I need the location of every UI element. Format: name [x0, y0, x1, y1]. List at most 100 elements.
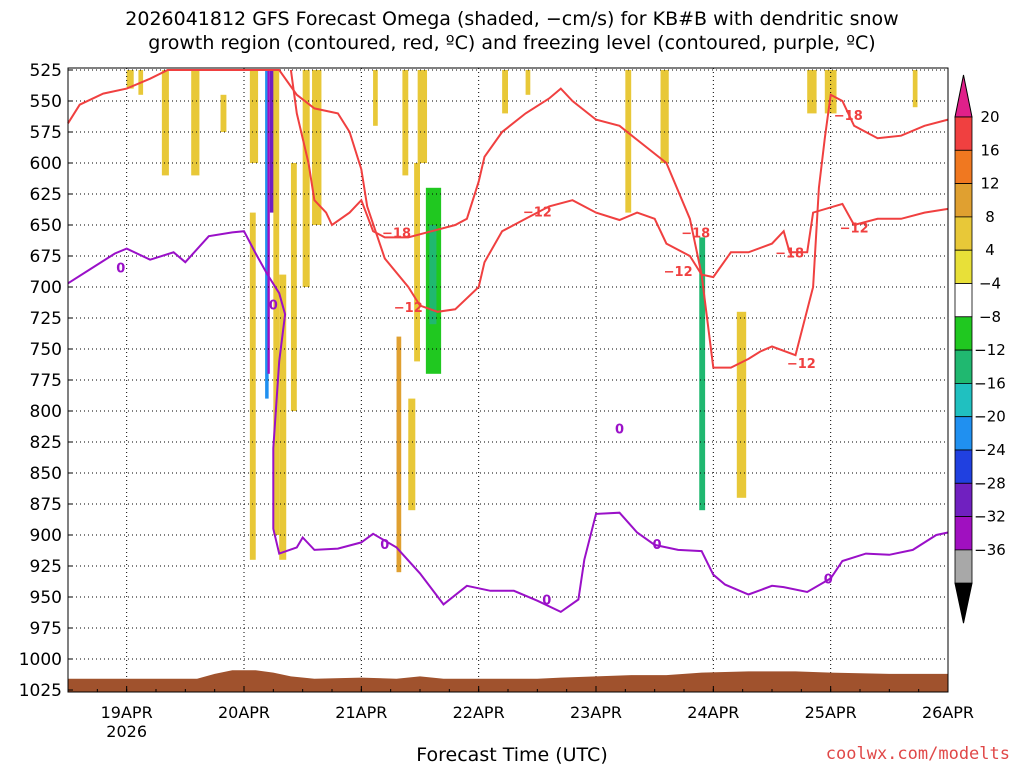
x-tick-label: 19APR	[101, 703, 153, 722]
x-tick-label: 25APR	[805, 703, 857, 722]
omega-cell	[637, 274, 643, 387]
y-tick-label: 825	[30, 433, 62, 453]
contour-label: −12	[523, 206, 552, 221]
y-tick-label: 550	[30, 92, 62, 112]
y-tick-label: 1025	[19, 681, 62, 701]
contour-line	[289, 69, 949, 369]
omega-cell	[625, 70, 632, 213]
omega-cell	[373, 70, 378, 126]
y-tick-label: 850	[30, 464, 62, 484]
colorbar-segment	[954, 249, 973, 284]
colorbar-segment	[954, 316, 973, 351]
omega-cell	[560, 70, 568, 139]
y-tick-label: 725	[30, 309, 62, 329]
colorbar-label: −36	[974, 541, 1006, 559]
colorbar-label: 4	[985, 241, 995, 259]
omega-cell	[220, 94, 227, 132]
colorbar-label: −28	[974, 474, 1006, 492]
omega-cell	[126, 70, 134, 89]
colorbar-label: −4	[979, 275, 1001, 293]
contour-label: −12	[394, 301, 423, 316]
omega-cell	[807, 70, 817, 114]
omega-cell	[414, 163, 420, 362]
colorbar-segment	[954, 116, 973, 151]
grid-layer	[68, 68, 949, 692]
omega-cell	[660, 70, 669, 163]
y-tick-label: 575	[30, 123, 62, 143]
colorbar-top-cap	[954, 74, 973, 118]
omega-cell	[191, 70, 200, 176]
omega-shading-layer	[73, 70, 918, 610]
omega-cell	[85, 70, 92, 610]
omega-cell	[103, 200, 108, 573]
omega-cell	[408, 398, 416, 511]
omega-cell	[390, 138, 397, 287]
contour-label: 0	[269, 299, 278, 314]
omega-cell	[267, 70, 270, 374]
y-tick-label: 950	[30, 588, 62, 608]
colorbar-segment	[954, 549, 973, 584]
colorbar-label: 8	[985, 208, 995, 226]
colorbar: 20 16 12 8 4 −4 −8 −12 −16 −20 −24 −28 −32 −36	[954, 74, 1006, 624]
y-tick-label: 775	[30, 371, 62, 391]
contour-label: −18	[681, 227, 710, 242]
colorbar-label: 12	[980, 175, 999, 193]
x-tick-label: 22APR	[453, 703, 505, 722]
x-axis-title: Forecast Time (UTC)	[416, 744, 608, 766]
y-tick-label: 750	[30, 340, 62, 360]
colorbar-label: −24	[974, 441, 1006, 459]
contour-line	[67, 69, 949, 313]
omega-cell	[736, 311, 747, 498]
colorbar-segment	[954, 216, 973, 251]
omega-cell	[273, 70, 280, 535]
omega-cell	[161, 70, 169, 176]
omega-cell	[590, 70, 596, 114]
colorbar-label: −8	[979, 308, 1001, 326]
colorbar-label: 20	[980, 108, 999, 126]
colorbar-label: −16	[974, 374, 1006, 392]
omega-cell	[249, 70, 259, 163]
y-tick-label: 625	[30, 185, 62, 205]
contour-label-layer: 0 0 0 0 0 0 0 −18 −12 −12 −18 −12 −18 −12 −18 −12	[116, 109, 868, 609]
omega-cell	[249, 212, 256, 560]
terrain-layer	[68, 670, 948, 692]
y-tick-label: 975	[30, 619, 62, 639]
omega-cell	[378, 70, 383, 213]
contour-label: −12	[787, 357, 816, 372]
omega-cell	[402, 70, 409, 176]
colorbar-segment	[954, 183, 973, 218]
omega-cell	[312, 70, 322, 225]
contour-label: 0	[615, 423, 624, 438]
omega-cell	[525, 70, 531, 95]
x-axis: 19APR 20APR 21APR 22APR 23APR 24APR 25APR 26APR…	[96, 686, 974, 741]
contour-label: −18	[834, 109, 863, 124]
omega-cell	[912, 70, 918, 108]
terrain-fill	[68, 670, 948, 692]
contour-label: 0	[652, 538, 661, 553]
colorbar-segment	[954, 149, 973, 185]
y-tick-label: 800	[30, 402, 62, 422]
y-tick-label: 925	[30, 557, 62, 577]
colorbar-segment	[954, 449, 973, 484]
omega-cell	[824, 70, 837, 114]
colorbar-segment	[954, 416, 973, 451]
colorbar-segment	[954, 382, 973, 418]
omega-cell	[265, 70, 269, 399]
omega-cell	[261, 70, 268, 535]
chart-title-line-2: growth region (contoured, red, ºC) and f…	[148, 32, 876, 54]
omega-cell	[302, 70, 310, 287]
colorbar-bottom-cap	[954, 582, 973, 624]
omega-cell	[417, 70, 428, 163]
contour-label: 0	[380, 538, 389, 553]
contour-label: 0	[824, 573, 833, 588]
x-tick-label: 20APR	[218, 703, 270, 722]
y-tick-label: 900	[30, 526, 62, 546]
omega-cell	[114, 411, 120, 529]
omega-cell	[279, 274, 287, 560]
y-tick-label: 875	[30, 495, 62, 515]
colorbar-label: −32	[974, 508, 1006, 526]
contour-label: −18	[775, 247, 804, 262]
contour-label: 0	[542, 594, 551, 609]
omega-cell	[699, 237, 706, 511]
